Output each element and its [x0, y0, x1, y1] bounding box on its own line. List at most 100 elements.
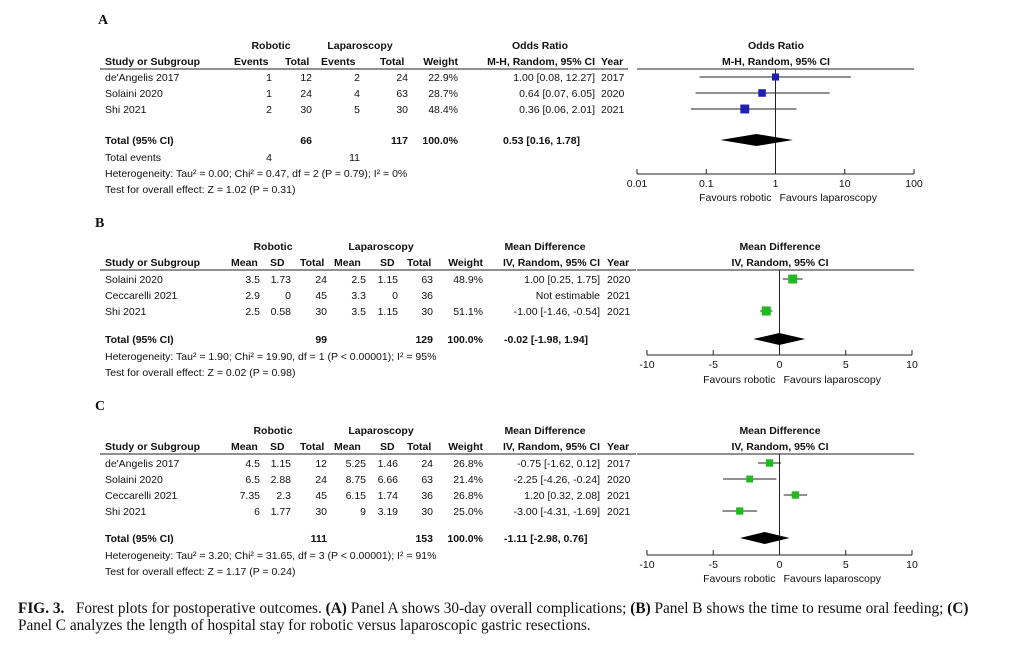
panel-a-study-point	[771, 73, 780, 81]
panel-b-plot-method-header: IV, Random, 95% CI	[731, 257, 828, 269]
panel-a-study-year: 2021	[601, 104, 625, 116]
panel-b-group1-value: 2.9	[245, 290, 260, 302]
panel-c-group2-value: 24	[421, 458, 433, 470]
panel-b-group2-value: 1.15	[378, 274, 399, 286]
panel-b-total-group1: 99	[315, 334, 327, 346]
caption-c-tag: (C)	[947, 600, 969, 617]
panel-b-group1-header: Robotic	[253, 241, 292, 253]
panel-c-study-weight: 26.8%	[453, 490, 483, 502]
panel-b-group2-value: 0	[392, 290, 398, 302]
panel-a-group2-value: 30	[396, 104, 408, 116]
panel-a-label: A	[98, 13, 109, 28]
panel-c-group1-value: 2.3	[276, 490, 291, 502]
panel-a-total-weight: 100.0%	[422, 135, 458, 147]
panel-b-group1-value: 24	[315, 274, 327, 286]
panel-c-group1-value: 6	[254, 506, 260, 518]
panel-a-x-tick-label: 0.01	[627, 178, 648, 190]
panel-c-study-name: Solaini 2020	[105, 474, 163, 486]
panel-b-x-tick-label: -5	[709, 359, 718, 371]
panel-c-total-estimate: -1.11 [-2.98, 0.76]	[504, 533, 587, 545]
panel-c-x-tick-label: 10	[906, 559, 918, 571]
panel-a-study-name: Solaini 2020	[105, 88, 163, 100]
panel-c-group2-value: 1.74	[378, 490, 399, 502]
panel-a-study-name: de'Angelis 2017	[105, 72, 180, 84]
panel-c-group2-col-header: SD	[380, 441, 395, 453]
panel-a-group1-value: 1	[266, 88, 272, 100]
panel-a-favours-left: Favours robotic	[699, 192, 771, 204]
panel-c-study-estimate: 1.20 [0.32, 2.08]	[524, 490, 600, 502]
panel-b-group1-value: 3.5	[245, 274, 260, 286]
panel-c-group1-value: 12	[315, 458, 327, 470]
panel-c-study-name: Shi 2021	[105, 506, 147, 518]
panel-b-group1-col-header: Total	[300, 257, 324, 269]
panel-b-effect-method-header: IV, Random, 95% CI	[503, 257, 600, 269]
panel-a-study-weight: 22.9%	[428, 72, 458, 84]
panel-c-x-tick-label: 5	[843, 559, 849, 571]
panel-c-group2-value: 5.25	[346, 458, 367, 470]
panel-a-study-year: 2020	[601, 88, 625, 100]
panel-b-group1-value: 0.58	[271, 306, 292, 318]
panel-c-total-diamond	[740, 532, 790, 544]
panel-a-study-estimate: 0.36 [0.06, 2.01]	[519, 104, 595, 116]
panel-c-study-year: 2020	[607, 474, 631, 486]
panel-b-study-col-header: Study or Subgroup	[105, 257, 200, 269]
panel-a-group1-header: Robotic	[251, 40, 290, 52]
panel-c-study-col-header: Study or Subgroup	[105, 441, 200, 453]
panel-a-weight-col-header: Weight	[423, 56, 458, 68]
panel-c-x-tick-label: -5	[709, 559, 718, 571]
panel-a-total-label: Total (95% CI)	[105, 135, 174, 147]
panel-b-total-label: Total (95% CI)	[105, 334, 174, 346]
panel-c-group1-value: 1.77	[271, 506, 292, 518]
figure-caption: FIG. 3. Forest plots for postoperative o…	[18, 600, 1003, 634]
panel-b-group1-value: 2.5	[245, 306, 260, 318]
panel-a-total-events-group2: 11	[349, 152, 360, 164]
panel-c-year-col-header: Year	[607, 441, 629, 453]
panel-a-group1-value: 12	[300, 72, 312, 84]
panel-b-study-weight: 51.1%	[453, 306, 483, 318]
panel-b-effect-title: Mean Difference	[504, 241, 585, 253]
panel-c-group2-value: 1.46	[378, 458, 399, 470]
panel-c-group2-value: 9	[360, 506, 366, 518]
panel-c-effect-method-header: IV, Random, 95% CI	[503, 441, 600, 453]
panel-a-group2-value: 63	[396, 88, 408, 100]
panel-a-study-point	[758, 89, 766, 97]
panel-b-group2-value: 2.5	[351, 274, 366, 286]
panel-c-group1-value: 1.15	[271, 458, 292, 470]
panel-b-study-name: Solaini 2020	[105, 274, 163, 286]
panel-a-overall-effect: Test for overall effect: Z = 1.02 (P = 0…	[105, 184, 295, 196]
panel-a-total-group2: 117	[391, 135, 408, 147]
caption-a-text: Panel A shows 30-day overall complicatio…	[350, 600, 627, 617]
panel-c-group1-col-header: Total	[300, 441, 324, 453]
panel-c-group2-col-header: Total	[407, 441, 431, 453]
panel-a-study-weight: 28.7%	[428, 88, 458, 100]
panel-b-group2-col-header: SD	[380, 257, 395, 269]
panel-b-study-estimate: Not estimable	[536, 290, 600, 302]
panel-b-group1-col-header: SD	[270, 257, 285, 269]
panel-b-group2-value: 1.15	[378, 306, 399, 318]
panel-a-x-tick-label: 0.1	[699, 178, 714, 190]
panel-a-group1-value: 2	[266, 104, 272, 116]
panel-c-study-point	[736, 507, 744, 515]
panel-b-favours-right: Favours laparoscopy	[784, 374, 882, 386]
panel-c-study-year: 2021	[607, 490, 631, 502]
panel-c-weight-col-header: Weight	[448, 441, 483, 453]
panel-b-group2-value: 36	[421, 290, 433, 302]
panel-c-study-estimate: -3.00 [-4.31, -1.69]	[514, 506, 600, 518]
panel-b-group2-col-header: Total	[407, 257, 431, 269]
panel-b-study-year: 2021	[607, 290, 631, 302]
caption-b-tag: (B)	[630, 600, 651, 617]
panel-c-group1-header: Robotic	[253, 425, 292, 437]
panel-c-study-weight: 21.4%	[453, 474, 483, 486]
panel-c-study-point	[765, 459, 774, 467]
caption-b-text: Panel B shows the time to resume oral fe…	[654, 600, 944, 617]
panel-a-total-group1: 66	[300, 135, 312, 147]
panel-c-group1-col-header: SD	[270, 441, 285, 453]
panel-c-group1-value: 30	[315, 506, 327, 518]
panel-c-study-point	[791, 491, 800, 499]
panel-b-study-point	[788, 274, 798, 284]
caption-a-tag: (A)	[325, 600, 347, 617]
caption-lead: Forest plots for postoperative outcomes.	[75, 600, 322, 617]
panel-a-group2-value: 2	[354, 72, 360, 84]
panel-c-group2-value: 63	[421, 474, 433, 486]
